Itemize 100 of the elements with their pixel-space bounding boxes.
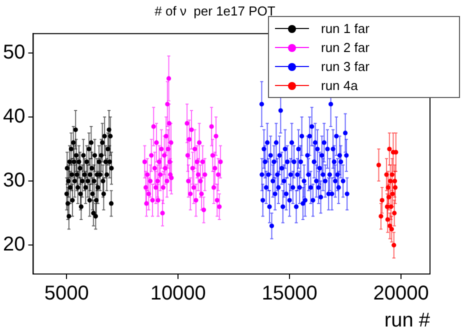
point <box>87 198 92 203</box>
point <box>155 178 160 184</box>
y-tick-label: 50 <box>2 41 26 64</box>
point <box>74 172 80 177</box>
point <box>86 146 92 152</box>
legend-label: run 4a <box>321 78 358 93</box>
point <box>96 160 102 164</box>
point <box>156 198 160 203</box>
point <box>144 185 148 190</box>
point <box>146 192 152 196</box>
point <box>392 178 398 184</box>
point <box>194 160 200 164</box>
point <box>83 185 88 190</box>
point <box>78 192 83 196</box>
point <box>184 121 190 126</box>
point <box>98 153 104 158</box>
point <box>106 146 110 152</box>
point <box>72 160 76 164</box>
point <box>386 185 390 190</box>
point <box>107 160 112 164</box>
point <box>144 201 149 206</box>
x-tick-label: 20000 <box>373 282 429 305</box>
point <box>74 153 79 158</box>
x-axis-title: run # <box>384 310 431 332</box>
x-tick-label: 5000 <box>44 282 89 305</box>
point <box>388 178 393 184</box>
point <box>160 210 165 216</box>
point <box>150 198 155 203</box>
chart-title: # of ν per 1e17 POT <box>154 3 276 18</box>
point <box>192 146 198 152</box>
point <box>76 185 80 190</box>
point <box>67 160 72 164</box>
point <box>380 198 384 203</box>
x-tick-label: 10000 <box>150 282 206 305</box>
point <box>70 198 75 203</box>
point <box>78 166 82 171</box>
point <box>88 140 94 145</box>
point <box>100 140 105 145</box>
point <box>104 172 110 177</box>
legend-label: run 2 far <box>321 40 370 55</box>
point <box>164 134 168 138</box>
point <box>94 198 99 203</box>
point <box>162 166 168 171</box>
point <box>100 178 106 184</box>
point <box>386 194 392 200</box>
y-tick-label: 20 <box>2 234 26 256</box>
point <box>90 166 94 171</box>
point <box>78 204 84 209</box>
point <box>64 192 69 196</box>
point <box>154 140 159 145</box>
point <box>167 160 172 164</box>
point <box>186 137 192 142</box>
point <box>169 176 174 180</box>
point <box>209 124 214 129</box>
point <box>142 160 147 164</box>
point <box>88 172 92 177</box>
point <box>158 172 163 177</box>
point <box>194 198 198 203</box>
point <box>210 153 215 158</box>
point <box>102 134 107 138</box>
point <box>160 185 166 190</box>
point <box>145 172 150 177</box>
point <box>66 214 72 219</box>
point <box>212 166 218 171</box>
point <box>214 134 218 138</box>
point <box>108 134 113 138</box>
point <box>214 198 220 203</box>
point <box>189 127 194 132</box>
point <box>73 127 78 132</box>
point <box>218 160 223 164</box>
point <box>387 146 392 152</box>
point <box>86 178 90 184</box>
point <box>156 160 162 164</box>
point <box>164 178 170 184</box>
point <box>81 153 86 158</box>
point <box>390 172 394 177</box>
point <box>166 121 172 126</box>
point <box>384 172 389 177</box>
point <box>92 153 98 158</box>
point <box>151 124 156 129</box>
point <box>200 160 205 164</box>
x-tick-label: 15000 <box>262 282 318 305</box>
y-tick-label: 30 <box>2 170 26 192</box>
point <box>217 204 222 209</box>
point <box>71 140 76 145</box>
point <box>190 166 195 171</box>
point <box>376 162 382 168</box>
point <box>68 146 74 152</box>
legend-label: run 3 far <box>321 59 370 74</box>
point <box>66 178 71 184</box>
point <box>389 226 394 232</box>
point <box>108 201 114 206</box>
point <box>392 242 396 248</box>
point <box>392 185 398 190</box>
point <box>65 201 70 206</box>
point <box>64 166 70 171</box>
point <box>385 217 390 222</box>
point <box>196 172 200 177</box>
point <box>80 178 85 184</box>
point <box>162 153 167 158</box>
